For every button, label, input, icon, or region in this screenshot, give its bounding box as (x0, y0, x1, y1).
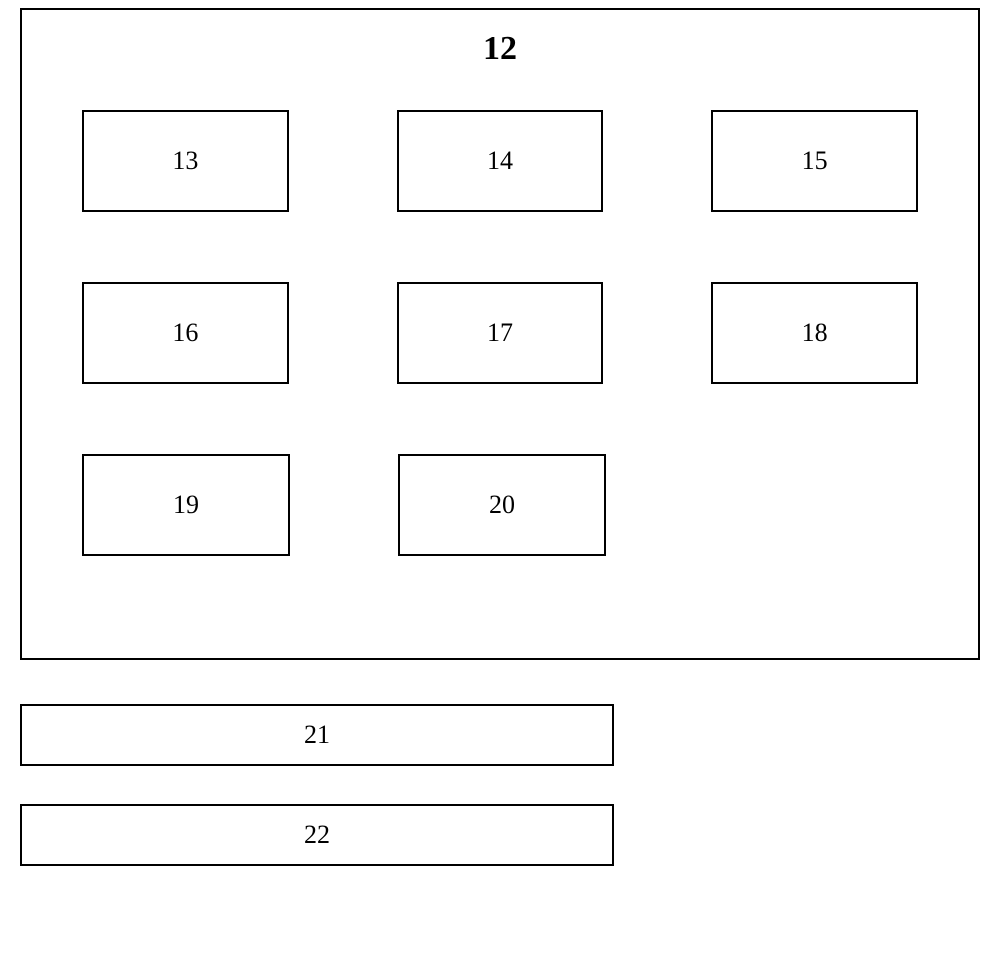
block-cell: 18 (711, 282, 918, 384)
bottom-bars-container: 21 22 (20, 704, 980, 866)
block-cell: 13 (82, 110, 289, 212)
block-cell: 14 (397, 110, 604, 212)
bar-block: 22 (20, 804, 614, 866)
block-cell: 17 (397, 282, 604, 384)
block-cell: 20 (398, 454, 606, 556)
outer-container-box: 12 13 14 15 16 17 18 19 20 (20, 8, 980, 660)
grid-row: 16 17 18 (82, 282, 918, 384)
grid-container: 13 14 15 16 17 18 19 20 (82, 110, 918, 626)
block-cell: 15 (711, 110, 918, 212)
diagram-title: 12 (22, 30, 978, 68)
grid-row: 13 14 15 (82, 110, 918, 212)
block-cell: 19 (82, 454, 290, 556)
bar-block: 21 (20, 704, 614, 766)
block-diagram: 12 13 14 15 16 17 18 19 20 21 22 (20, 8, 980, 904)
grid-row: 19 20 (82, 454, 918, 556)
block-cell: 16 (82, 282, 289, 384)
